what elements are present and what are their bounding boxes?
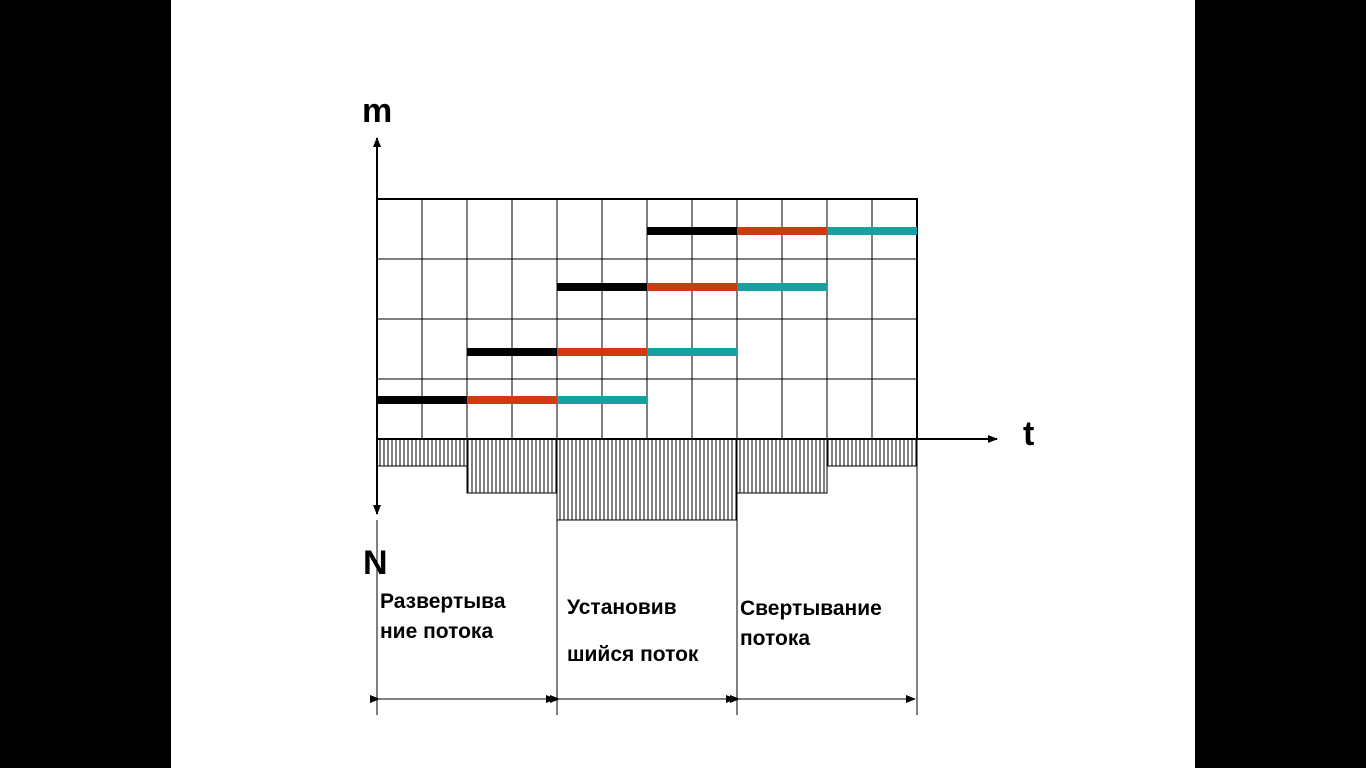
down-axis-label: N [363,544,388,582]
worker-step [556,438,738,521]
y-axis-label: m [362,92,392,130]
worker-step [826,438,918,467]
slide: Развертыва ние потока Установив шийся поток… [171,0,1195,768]
phase-label-line: Установив [567,596,677,619]
phase-label-line: ние потока [380,620,493,643]
phases: Развертыва ние потока Установив шийся поток… [370,439,918,715]
phase-label-line: Свертывание [740,597,882,620]
flow-diagram: Развертыва ние потока Установив шийся поток… [362,92,1034,715]
workers-histogram [376,438,918,521]
axes [373,137,998,515]
worker-step [466,438,558,494]
phase-label-line: Развертыва [380,590,506,613]
worker-step [736,438,828,494]
phase-label-line: шийся поток [567,643,699,666]
phase-label-line: потока [740,627,810,650]
worker-step [376,438,468,467]
x-axis-label: t [1023,415,1034,453]
schedule-bars [377,227,917,404]
